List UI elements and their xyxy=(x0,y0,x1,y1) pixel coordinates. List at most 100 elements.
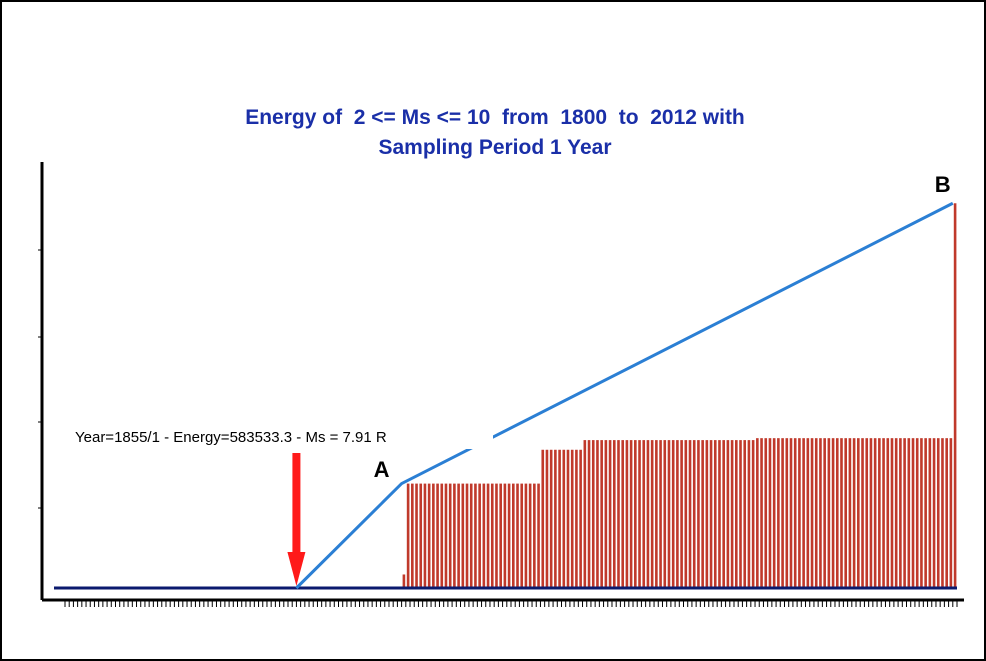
bar xyxy=(537,483,540,588)
bar xyxy=(402,574,406,588)
bar xyxy=(928,438,932,588)
bar xyxy=(882,438,885,588)
bar xyxy=(941,438,944,588)
bar xyxy=(911,438,915,588)
bar xyxy=(949,438,953,588)
bar xyxy=(440,483,444,588)
bar xyxy=(457,483,460,588)
bar xyxy=(747,440,751,588)
bar xyxy=(600,440,603,588)
bar xyxy=(722,440,725,588)
bar xyxy=(705,440,709,588)
bar xyxy=(596,440,599,588)
bar xyxy=(575,449,578,588)
bar xyxy=(490,483,494,588)
bar xyxy=(743,440,747,588)
bar xyxy=(671,440,675,588)
bar xyxy=(878,438,881,588)
bar xyxy=(920,438,923,588)
bar xyxy=(798,438,801,588)
bar xyxy=(814,438,818,588)
bar xyxy=(411,483,414,588)
bar xyxy=(735,440,738,588)
annotation-arrow-shaft xyxy=(292,453,301,555)
bar xyxy=(667,440,671,588)
bar xyxy=(638,440,641,588)
bar xyxy=(726,440,730,588)
bar xyxy=(503,483,507,588)
bar xyxy=(478,483,481,588)
bar xyxy=(558,449,561,588)
bar xyxy=(873,438,877,588)
bar xyxy=(924,438,927,588)
bar xyxy=(894,438,898,588)
bar xyxy=(604,440,608,588)
bar xyxy=(709,440,713,588)
bar xyxy=(562,449,566,588)
bar xyxy=(865,438,869,588)
bar xyxy=(499,483,502,588)
bar xyxy=(570,449,574,588)
point-label-a: A xyxy=(374,457,390,482)
annotation-arrow-head xyxy=(287,552,306,586)
bar xyxy=(852,438,856,588)
bar xyxy=(507,483,511,588)
bar xyxy=(591,440,595,588)
bar xyxy=(831,438,835,588)
bar xyxy=(680,440,683,588)
bar xyxy=(448,483,452,588)
bar xyxy=(495,483,498,588)
bar xyxy=(789,438,793,588)
bar xyxy=(612,440,616,588)
bar xyxy=(806,438,810,588)
point-label-b: B xyxy=(935,172,951,197)
bar xyxy=(663,440,667,588)
bar xyxy=(469,483,473,588)
bar xyxy=(427,483,431,588)
bar xyxy=(785,438,789,588)
bar xyxy=(461,483,465,588)
chart-title: Energy of 2 <= Ms <= 10 from 1800 to 201… xyxy=(245,106,745,129)
bar xyxy=(512,483,515,588)
bar xyxy=(688,440,692,588)
cumulative-energy-line xyxy=(295,201,954,590)
bar xyxy=(953,203,957,588)
bar xyxy=(524,483,528,588)
bar xyxy=(650,440,654,588)
bar xyxy=(541,449,545,588)
bar xyxy=(625,440,629,588)
bar xyxy=(772,438,776,588)
bar xyxy=(764,438,768,588)
bar xyxy=(768,438,772,588)
bar xyxy=(486,483,490,588)
bar xyxy=(554,449,557,588)
bar xyxy=(861,438,864,588)
bar xyxy=(739,440,742,588)
bar xyxy=(810,438,814,588)
bar xyxy=(730,440,734,588)
bar xyxy=(406,483,410,588)
bar xyxy=(713,440,717,588)
bar xyxy=(453,483,456,588)
bar xyxy=(621,440,625,588)
bar xyxy=(432,483,435,588)
bar xyxy=(642,440,646,588)
bar xyxy=(886,438,890,588)
bar xyxy=(655,440,658,588)
bar xyxy=(777,438,780,588)
bar xyxy=(545,449,549,588)
bar xyxy=(890,438,894,588)
bar xyxy=(936,438,940,588)
bar xyxy=(915,438,919,588)
annotation-box xyxy=(68,423,493,449)
bar xyxy=(781,438,784,588)
bar xyxy=(827,438,831,588)
bar xyxy=(415,483,418,588)
bar xyxy=(756,438,759,588)
bar xyxy=(533,483,536,588)
bar xyxy=(646,440,650,588)
bar xyxy=(751,440,755,588)
bar xyxy=(869,438,873,588)
